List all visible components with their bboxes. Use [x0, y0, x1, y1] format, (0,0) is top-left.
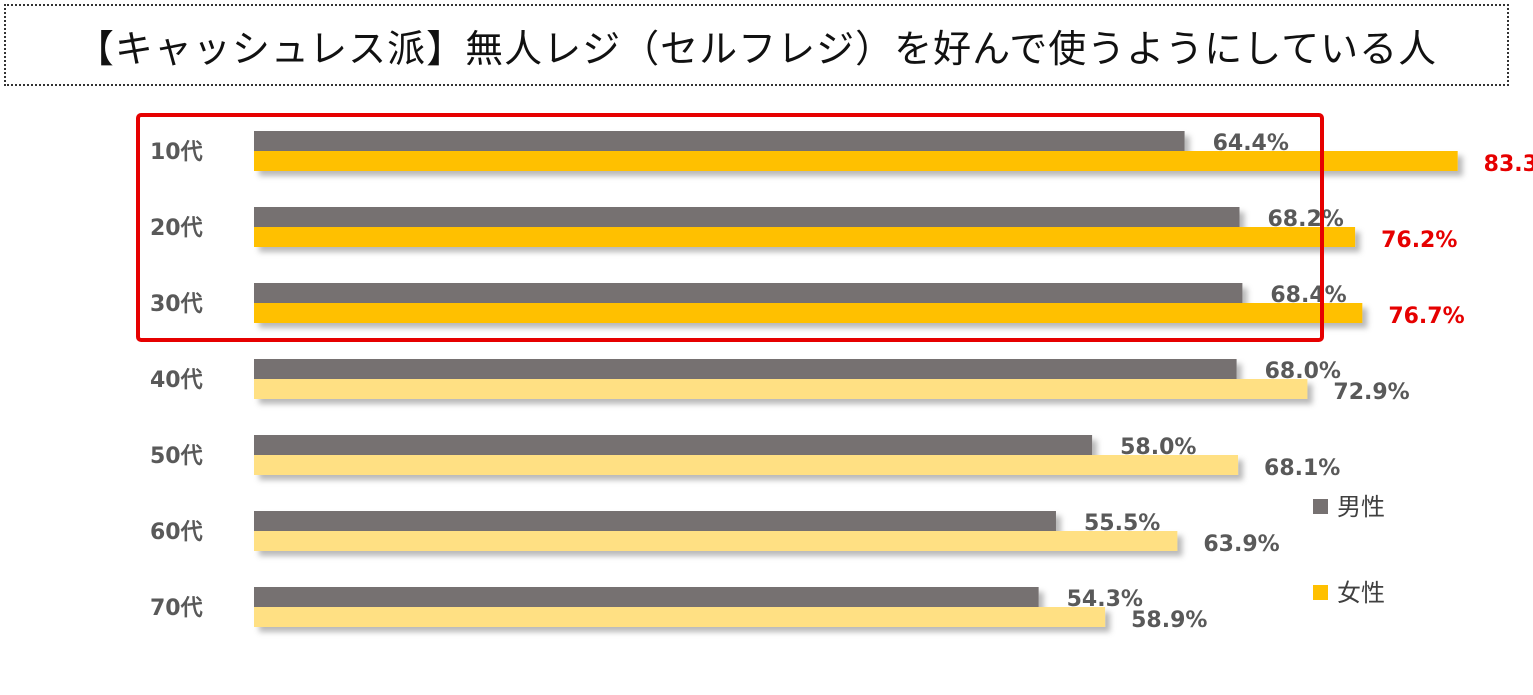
category-label: 10代 — [150, 140, 203, 165]
bar-male — [254, 359, 1237, 379]
value-label-female: 58.9% — [1131, 608, 1207, 633]
value-label-female: 83.3% — [1484, 152, 1533, 177]
value-label-female: 76.7% — [1388, 304, 1464, 329]
category-label: 20代 — [150, 216, 203, 241]
title-box: 【キャッシュレス派】無人レジ（セルフレジ）を好んで使うようにしている人 — [4, 4, 1509, 86]
value-label-female: 76.2% — [1381, 228, 1457, 253]
category-label: 60代 — [150, 520, 203, 545]
legend-item-male-label: 男性 — [1337, 493, 1385, 521]
bar-male — [254, 587, 1039, 607]
bar-female — [254, 227, 1356, 247]
category-label: 50代 — [150, 444, 203, 469]
bar-male — [254, 283, 1243, 303]
legend-item-female-label: 女性 — [1337, 579, 1385, 607]
value-label-female: 63.9% — [1203, 532, 1279, 557]
legend-item-male-swatch — [1313, 499, 1328, 514]
value-label-female: 72.9% — [1333, 380, 1409, 405]
bar-female — [254, 455, 1239, 475]
bar-female — [254, 379, 1308, 399]
legend-item-female-swatch — [1313, 585, 1328, 600]
chart-title: 【キャッシュレス派】無人レジ（セルフレジ）を好んで使うようにしている人 — [75, 26, 1438, 71]
bar-male — [254, 207, 1240, 227]
bar-female — [254, 531, 1178, 551]
bar-male — [254, 511, 1056, 531]
bar-male — [254, 435, 1093, 455]
category-label: 40代 — [150, 368, 203, 393]
highlight-box — [136, 113, 1324, 342]
category-label: 30代 — [150, 292, 203, 317]
value-label-female: 68.1% — [1264, 456, 1340, 481]
bar-female — [254, 151, 1458, 171]
bar-female — [254, 607, 1106, 627]
bar-female — [254, 303, 1363, 323]
bar-male — [254, 131, 1185, 151]
category-label: 70代 — [150, 596, 203, 621]
